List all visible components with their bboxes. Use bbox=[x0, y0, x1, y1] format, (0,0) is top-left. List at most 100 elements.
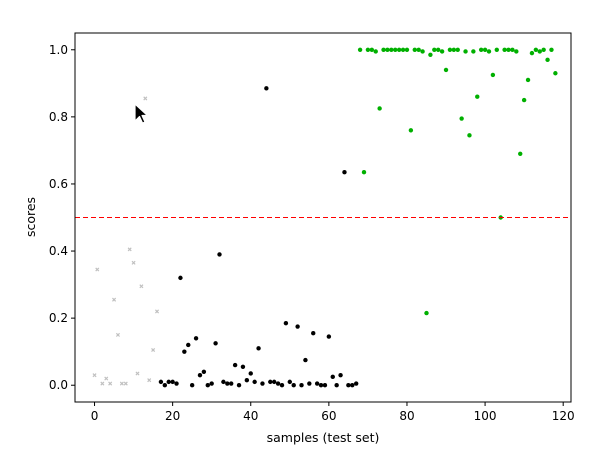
data-point bbox=[154, 309, 160, 314]
y-tick-label: 1.0 bbox=[49, 43, 68, 57]
data-point bbox=[100, 381, 105, 386]
y-tick-label: 0.8 bbox=[49, 110, 68, 124]
data-point bbox=[350, 383, 355, 388]
data-point bbox=[443, 67, 449, 73]
data-point bbox=[279, 383, 285, 388]
data-point bbox=[482, 47, 488, 52]
data-point bbox=[225, 381, 230, 386]
data-point bbox=[389, 47, 394, 52]
data-point bbox=[502, 47, 507, 52]
data-point bbox=[514, 49, 519, 54]
data-point bbox=[322, 383, 328, 388]
data-point bbox=[112, 297, 117, 302]
data-point bbox=[287, 379, 293, 385]
mouse-pointer-icon bbox=[134, 103, 149, 124]
data-point bbox=[412, 47, 417, 52]
data-point bbox=[475, 94, 480, 99]
x-tick-label: 0 bbox=[91, 409, 99, 423]
data-point bbox=[385, 47, 390, 52]
data-point bbox=[158, 379, 164, 385]
data-point bbox=[229, 381, 234, 386]
data-point bbox=[283, 320, 289, 326]
data-point bbox=[135, 371, 140, 376]
data-point bbox=[525, 77, 531, 83]
data-point bbox=[151, 347, 156, 353]
x-tick-label: 20 bbox=[165, 409, 180, 423]
data-point bbox=[393, 47, 398, 52]
data-point bbox=[396, 47, 402, 52]
data-point bbox=[369, 47, 375, 52]
data-point bbox=[365, 47, 371, 52]
data-point bbox=[189, 383, 195, 388]
data-point bbox=[248, 371, 253, 376]
data-point bbox=[346, 383, 351, 388]
data-point bbox=[252, 379, 257, 385]
data-point bbox=[428, 52, 433, 58]
x-tick-label: 60 bbox=[321, 409, 336, 423]
data-point bbox=[381, 47, 386, 52]
data-point bbox=[291, 383, 296, 388]
data-point bbox=[467, 133, 472, 138]
data-point bbox=[537, 49, 542, 54]
data-point bbox=[201, 369, 207, 375]
data-point bbox=[108, 381, 113, 386]
data-point bbox=[240, 364, 246, 369]
data-point bbox=[221, 379, 226, 385]
y-tick-label: 0.0 bbox=[49, 378, 68, 392]
x-axis-ticks: 0 20 40 60 80 100 120 bbox=[91, 402, 575, 423]
data-point bbox=[342, 170, 347, 175]
data-point bbox=[275, 381, 281, 386]
data-point bbox=[357, 47, 363, 52]
data-point bbox=[178, 275, 183, 281]
data-point bbox=[408, 128, 414, 133]
data-point bbox=[533, 47, 539, 52]
data-point bbox=[119, 381, 124, 386]
data-point bbox=[205, 383, 210, 388]
data-point bbox=[92, 373, 97, 378]
data-point bbox=[271, 379, 277, 385]
data-point bbox=[439, 49, 445, 54]
y-axis-ticks: 0.0 0.2 0.4 0.6 0.8 1.0 bbox=[49, 43, 75, 392]
data-point bbox=[326, 334, 332, 339]
data-point bbox=[490, 72, 496, 78]
data-point bbox=[193, 336, 199, 341]
x-tick-label: 40 bbox=[243, 409, 258, 423]
data-point bbox=[147, 378, 152, 383]
data-point bbox=[95, 267, 100, 272]
data-point bbox=[471, 49, 476, 54]
x-axis-label: samples (test set) bbox=[267, 430, 380, 445]
data-point bbox=[518, 151, 523, 156]
data-point bbox=[197, 372, 203, 378]
data-point bbox=[232, 362, 238, 368]
data-point bbox=[318, 383, 324, 388]
x-tick-label: 100 bbox=[474, 409, 497, 423]
data-point bbox=[213, 341, 218, 346]
y-tick-label: 0.2 bbox=[49, 311, 68, 325]
data-point bbox=[174, 381, 179, 386]
data-point bbox=[361, 170, 367, 175]
data-point bbox=[314, 381, 320, 386]
data-point bbox=[420, 49, 425, 54]
plot-frame bbox=[74, 32, 572, 403]
data-point bbox=[123, 381, 128, 386]
data-point bbox=[553, 71, 558, 76]
data-point bbox=[268, 379, 273, 385]
data-point bbox=[182, 349, 187, 354]
data-point bbox=[166, 379, 171, 385]
data-point bbox=[236, 383, 242, 388]
data-point bbox=[244, 377, 250, 383]
data-point bbox=[404, 47, 410, 52]
data-point bbox=[424, 310, 429, 316]
data-point bbox=[541, 47, 546, 52]
y-tick-label: 0.6 bbox=[49, 177, 68, 191]
data-point bbox=[139, 284, 144, 289]
data-point bbox=[478, 47, 484, 52]
data-point bbox=[334, 383, 339, 388]
data-point bbox=[127, 247, 132, 252]
data-point bbox=[131, 260, 136, 265]
y-axis-label: scores bbox=[23, 197, 38, 237]
data-point bbox=[186, 342, 191, 348]
data-point bbox=[529, 50, 535, 56]
data-point bbox=[459, 116, 464, 121]
